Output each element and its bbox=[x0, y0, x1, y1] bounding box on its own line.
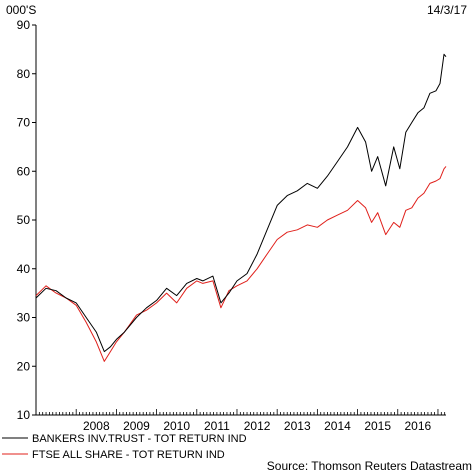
y-tick-label: 50 bbox=[17, 213, 31, 227]
x-tick-label: 2016 bbox=[405, 419, 432, 433]
legend: BANKERS INV.TRUST - TOT RETURN IND FTSE … bbox=[2, 433, 247, 461]
y-tick-label: 40 bbox=[17, 262, 31, 276]
y-tick-label: 80 bbox=[17, 67, 31, 81]
x-tick-label: 2008 bbox=[83, 419, 110, 433]
series-line-ftse bbox=[35, 166, 447, 362]
x-tick-label: 2015 bbox=[364, 419, 391, 433]
y-tick-label: 30 bbox=[17, 311, 31, 325]
y-tick-label: 70 bbox=[17, 116, 31, 130]
series-line-bankers bbox=[35, 53, 447, 353]
x-tick-label: 2013 bbox=[284, 419, 311, 433]
x-tick-label: 2010 bbox=[163, 419, 190, 433]
y-tick-label: 90 bbox=[17, 18, 31, 32]
x-tick-label: 2009 bbox=[123, 419, 150, 433]
date-label: 14/3/17 bbox=[427, 3, 467, 17]
y-axis-ticks: 10 20 30 40 50 60 70 80 90 bbox=[17, 18, 36, 422]
legend-label-bankers: BANKERS INV.TRUST - TOT RETURN IND bbox=[32, 433, 247, 445]
x-tick-label: 2011 bbox=[204, 419, 230, 433]
y-tick-label: 20 bbox=[17, 359, 31, 373]
series-layer bbox=[35, 53, 447, 362]
source-note: Source: Thomson Reuters Datastream bbox=[267, 459, 472, 473]
y-tick-label: 60 bbox=[17, 164, 31, 178]
x-tick-label: 2014 bbox=[324, 419, 351, 433]
x-tick-label: 2012 bbox=[244, 419, 271, 433]
y-tick-label: 10 bbox=[17, 408, 31, 422]
x-axis-ticks: 2008 2009 2010 2011 2012 2013 2014 2015 2016 bbox=[35, 409, 446, 433]
legend-label-ftse: FTSE ALL SHARE - TOT RETURN IND bbox=[32, 449, 225, 461]
unit-label: 000'S bbox=[6, 3, 36, 17]
